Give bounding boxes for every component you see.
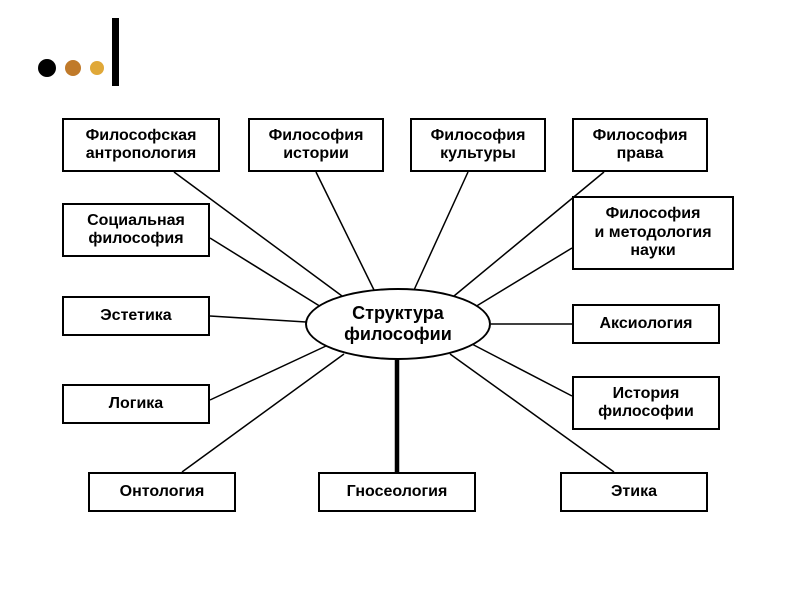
- node-label: Гносеология: [347, 483, 448, 501]
- node-box: Философияистории: [248, 118, 384, 172]
- node-box: Философияи методологиянауки: [572, 196, 734, 270]
- edge-line: [468, 342, 572, 396]
- node-label: Аксиология: [599, 315, 692, 333]
- node-label: Философиякультуры: [431, 127, 526, 164]
- center-label: Структурафилософии: [344, 303, 452, 344]
- center-node: Структурафилософии: [305, 288, 491, 360]
- node-label: Этика: [611, 483, 657, 501]
- node-box: Аксиология: [572, 304, 720, 344]
- node-label: Философияистории: [269, 127, 364, 164]
- node-box: Философскаяантропология: [62, 118, 220, 172]
- node-box: Эстетика: [62, 296, 210, 336]
- edge-line: [470, 248, 572, 310]
- node-box: Философиякультуры: [410, 118, 546, 172]
- node-label: Историяфилософии: [598, 385, 694, 422]
- node-box: Философияправа: [572, 118, 708, 172]
- edge-line: [414, 172, 468, 290]
- edge-line: [210, 346, 326, 400]
- edge-line: [210, 238, 326, 310]
- node-box: Гносеология: [318, 472, 476, 512]
- header-dot: [65, 60, 81, 76]
- node-label: Философияправа: [593, 127, 688, 164]
- node-box: Историяфилософии: [572, 376, 720, 430]
- edge-line: [210, 316, 306, 322]
- node-box: Социальнаяфилософия: [62, 203, 210, 257]
- header-dot: [90, 61, 104, 75]
- edge-line: [316, 172, 374, 290]
- header-dot: [38, 59, 56, 77]
- node-label: Логика: [109, 395, 163, 413]
- node-label: Философскаяантропология: [86, 127, 197, 164]
- node-box: Логика: [62, 384, 210, 424]
- header-divider: [112, 18, 119, 86]
- node-label: Социальнаяфилософия: [87, 212, 185, 249]
- node-label: Онтология: [120, 483, 205, 501]
- node-label: Философияи методологиянауки: [594, 205, 711, 260]
- node-label: Эстетика: [100, 307, 171, 325]
- diagram-canvas: Структурафилософии Философскаяантрополог…: [0, 0, 800, 600]
- node-box: Этика: [560, 472, 708, 512]
- node-box: Онтология: [88, 472, 236, 512]
